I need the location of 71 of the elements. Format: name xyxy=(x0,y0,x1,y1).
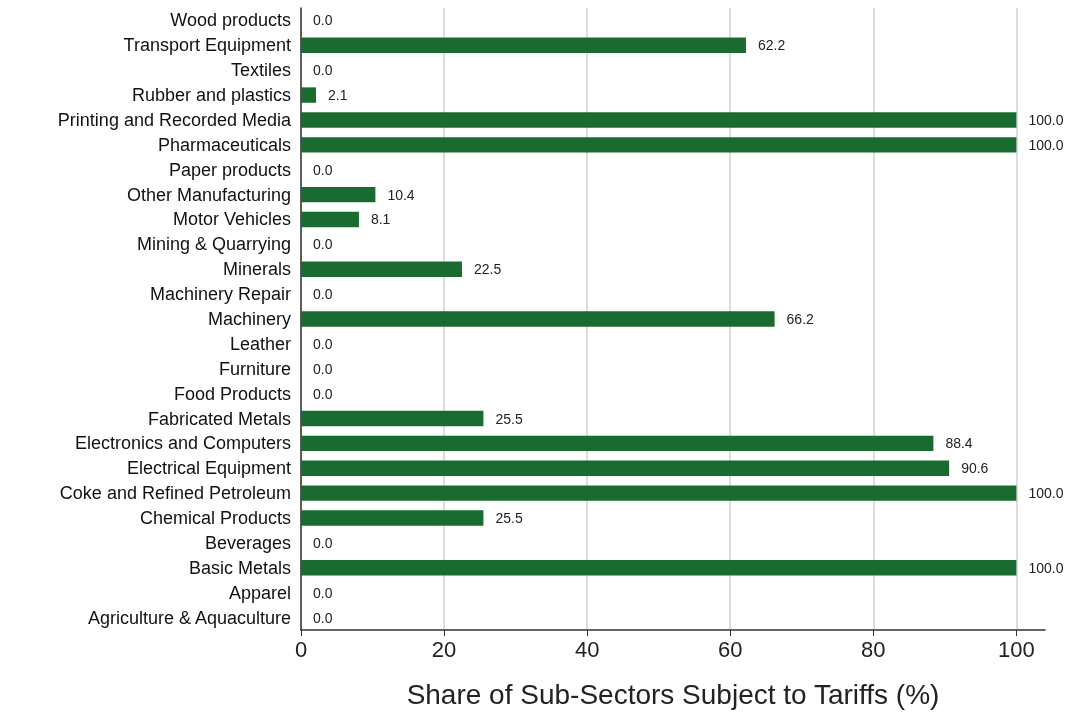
x-tick-label: 20 xyxy=(431,636,457,662)
bar xyxy=(301,460,950,476)
y-tick-label: Mining & Quarrying xyxy=(136,234,291,255)
data-label: 66.2 xyxy=(786,311,815,327)
y-tick-label: Rubber and plastics xyxy=(131,85,291,106)
bar xyxy=(301,112,1017,128)
y-tick-label: Leather xyxy=(229,333,291,354)
bar xyxy=(301,410,484,427)
y-tick-label: Printing and Recorded Media xyxy=(57,109,292,130)
bar xyxy=(301,311,775,327)
y-tick-label: Furniture xyxy=(218,358,291,379)
data-label: 0.0 xyxy=(313,236,333,253)
data-label: 90.6 xyxy=(961,460,989,477)
y-tick-label: Agriculture & Aquaculture xyxy=(87,607,291,628)
data-label: 0.0 xyxy=(313,584,333,601)
bar xyxy=(301,211,359,228)
y-tick-label: Food Products xyxy=(173,383,291,404)
data-label: 88.4 xyxy=(945,435,973,452)
x-tick-label: 100 xyxy=(998,636,1035,662)
y-tick-label: Beverages xyxy=(204,532,291,553)
data-label: 25.5 xyxy=(495,410,523,427)
y-tick-label: Fabricated Metals xyxy=(147,408,291,429)
y-tick-label: Apparel xyxy=(228,582,291,603)
bar xyxy=(301,435,934,452)
bar xyxy=(301,37,746,54)
bar xyxy=(301,186,376,203)
data-label: 2.1 xyxy=(328,87,348,104)
bar xyxy=(301,510,484,526)
data-label: 0.0 xyxy=(313,62,333,79)
y-tick-label: Chemical Products xyxy=(139,508,291,529)
y-tick-label: Electrical Equipment xyxy=(126,458,291,479)
data-label: 100.0 xyxy=(1028,485,1064,502)
y-tick-label: Minerals xyxy=(222,259,291,280)
data-label: 8.1 xyxy=(370,211,391,228)
bar xyxy=(301,485,1017,501)
data-label: 0.0 xyxy=(313,161,333,178)
data-label: 0.0 xyxy=(313,360,333,377)
y-tick-label: Coke and Refined Petroleum xyxy=(59,483,291,504)
data-label: 100.0 xyxy=(1028,136,1064,153)
data-label: 100.0 xyxy=(1028,111,1064,128)
y-tick-label: Machinery Repair xyxy=(149,284,291,305)
y-tick-label: Electronics and Computers xyxy=(74,433,291,454)
x-tick-label: 80 xyxy=(861,636,886,662)
y-tick-label: Pharmaceuticals xyxy=(157,134,291,155)
bar xyxy=(301,261,462,277)
y-tick-label: Textiles xyxy=(230,60,291,81)
data-label: 0.0 xyxy=(313,12,333,29)
data-label: 0.0 xyxy=(313,335,333,352)
y-tick-label: Transport Equipment xyxy=(123,35,291,56)
y-tick-label: Wood products xyxy=(170,10,291,31)
y-tick-label: Paper products xyxy=(168,159,291,180)
data-label: 0.0 xyxy=(313,609,333,626)
bar xyxy=(301,560,1017,576)
x-tick-label: 60 xyxy=(717,636,743,662)
bar xyxy=(301,137,1017,153)
data-label: 22.5 xyxy=(473,261,502,278)
data-label: 62.2 xyxy=(757,37,786,54)
bar xyxy=(301,87,317,103)
y-tick-label: Motor Vehicles xyxy=(172,209,291,230)
data-label: 0.0 xyxy=(313,286,333,303)
data-label: 25.5 xyxy=(495,510,523,527)
y-tick-label: Basic Metals xyxy=(188,557,291,578)
y-tick-label: Machinery xyxy=(207,309,291,329)
x-tick-label: 40 xyxy=(574,636,600,662)
x-axis-title: Share of Sub-Sectors Subject to Tariffs (%) xyxy=(406,678,940,710)
y-tick-label: Other Manufacturing xyxy=(126,184,291,205)
data-label: 0.0 xyxy=(313,385,333,402)
data-label: 0.0 xyxy=(313,534,333,551)
x-tick-label: 0 xyxy=(294,636,308,662)
data-label: 10.4 xyxy=(387,186,415,203)
data-label: 100.0 xyxy=(1028,559,1064,576)
